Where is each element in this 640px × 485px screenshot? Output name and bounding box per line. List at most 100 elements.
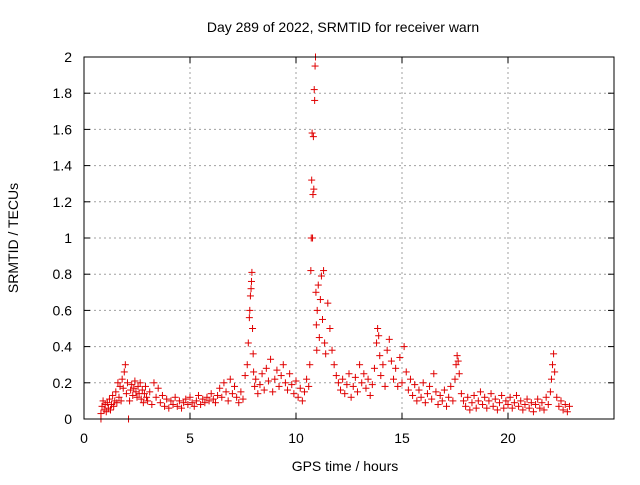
data-point (146, 388, 154, 396)
data-point (127, 386, 135, 394)
data-point (103, 399, 111, 407)
data-point (521, 401, 529, 409)
data-point (167, 397, 175, 405)
data-point (375, 332, 383, 340)
data-point (322, 350, 330, 358)
data-point (180, 399, 188, 407)
chart-title: Day 289 of 2022, SRMTID for receiver war… (207, 19, 479, 35)
data-point (309, 133, 317, 141)
data-point (313, 306, 321, 314)
data-point (366, 391, 374, 399)
data-point (117, 397, 125, 405)
data-point (140, 390, 148, 398)
data-point (334, 379, 342, 387)
data-point (113, 399, 121, 407)
data-point (398, 379, 406, 387)
data-point (320, 267, 328, 275)
data-point (279, 361, 287, 369)
data-point (440, 386, 448, 394)
data-point (428, 395, 436, 403)
data-point (163, 395, 171, 403)
data-point (485, 397, 493, 405)
data-point (249, 325, 257, 332)
x-tick-label: 20 (500, 430, 516, 446)
y-tick-label: 0.8 (53, 266, 73, 282)
data-point (284, 386, 292, 394)
data-point (264, 377, 272, 385)
gridlines (84, 57, 614, 419)
data-point (98, 402, 106, 410)
data-point (356, 361, 364, 369)
data-point (394, 382, 402, 390)
data-point (347, 393, 355, 401)
data-point (222, 388, 230, 396)
data-point (122, 390, 130, 398)
data-point (134, 382, 142, 390)
data-point (404, 386, 412, 394)
data-point (430, 370, 438, 378)
data-point (129, 391, 137, 399)
data-point (481, 393, 489, 401)
data-point (194, 391, 202, 399)
data-point (332, 372, 340, 380)
data-point (296, 384, 304, 392)
data-point (314, 281, 322, 289)
data-point (277, 372, 285, 380)
x-tick-label: 15 (394, 430, 410, 446)
x-axis-ticks: 0 5 10 15 20 (80, 57, 516, 446)
data-point (211, 399, 219, 407)
data-point (542, 393, 550, 401)
data-point (487, 390, 495, 398)
data-point (190, 402, 198, 410)
data-point (468, 399, 476, 407)
data-point (171, 393, 179, 401)
data-point (540, 406, 548, 414)
data-point (138, 386, 146, 394)
data-point (269, 388, 277, 396)
data-point (311, 96, 319, 104)
data-point (479, 401, 487, 409)
data-point (99, 397, 107, 405)
data-point (303, 375, 311, 383)
data-point (432, 388, 440, 396)
data-points (97, 53, 573, 423)
data-point (123, 379, 131, 387)
data-point (434, 401, 442, 409)
data-point (515, 402, 523, 410)
data-point (529, 408, 537, 416)
data-point (330, 361, 338, 369)
data-point (387, 357, 395, 365)
data-point (290, 390, 298, 398)
data-point (137, 395, 145, 403)
data-point (360, 370, 368, 378)
data-point (517, 397, 525, 405)
data-point (377, 372, 385, 380)
x-tick-label: 10 (288, 430, 304, 446)
data-point (271, 375, 279, 383)
data-point (454, 357, 462, 365)
data-point (246, 306, 254, 314)
data-point (165, 404, 173, 412)
data-point (161, 402, 169, 410)
data-point (411, 381, 419, 389)
data-point (326, 325, 334, 332)
data-point (523, 395, 531, 403)
data-point (376, 352, 384, 360)
data-point (119, 384, 127, 392)
data-point (115, 393, 123, 401)
data-point (139, 399, 147, 407)
data-point (250, 368, 258, 376)
data-point (254, 390, 262, 398)
data-point (510, 399, 518, 407)
data-point (228, 390, 236, 398)
data-point (245, 314, 253, 322)
data-point (341, 390, 349, 398)
data-point (178, 404, 186, 412)
data-point (216, 384, 224, 392)
data-point (186, 393, 194, 401)
data-point (300, 388, 308, 396)
data-point (500, 404, 508, 412)
data-point (294, 393, 302, 401)
data-point (559, 406, 567, 414)
data-point (262, 364, 270, 372)
